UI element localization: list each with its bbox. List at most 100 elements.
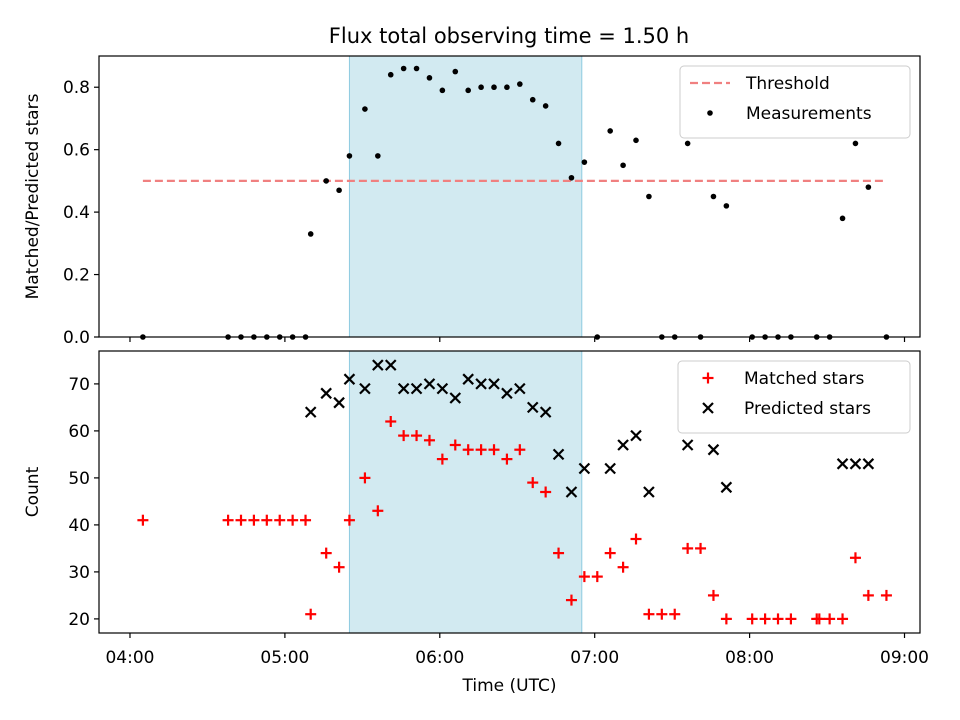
data-point bbox=[746, 613, 758, 625]
data-point bbox=[400, 65, 407, 72]
data-point bbox=[604, 462, 616, 475]
marker-stroke bbox=[501, 387, 513, 400]
data-point bbox=[346, 153, 353, 159]
legend-box bbox=[677, 360, 911, 434]
legend-swatch bbox=[702, 402, 714, 414]
marker-stroke bbox=[372, 359, 384, 371]
data-point bbox=[565, 594, 577, 606]
y-tick-label: 50 bbox=[68, 469, 90, 489]
data-point bbox=[333, 561, 345, 573]
y-tick-label: 0.0 bbox=[63, 328, 90, 348]
legend-box bbox=[679, 65, 911, 139]
legend-label: Predicted stars bbox=[744, 399, 871, 419]
data-point bbox=[785, 613, 797, 625]
data-point bbox=[517, 81, 523, 87]
top-panel: 0.0 0.2 0.4 0.6 0.8 Matched/Predicted stars Th… bbox=[23, 55, 921, 348]
data-point bbox=[323, 178, 329, 184]
data-point bbox=[643, 608, 655, 620]
legend-label: Measurements bbox=[746, 104, 872, 124]
data-point bbox=[307, 231, 314, 237]
data-point bbox=[539, 406, 552, 418]
data-point bbox=[137, 514, 149, 526]
data-point bbox=[813, 613, 825, 625]
y-tick-label: 0.6 bbox=[63, 141, 90, 161]
marker-stroke bbox=[849, 458, 862, 470]
marker-stroke bbox=[630, 429, 642, 442]
data-point bbox=[862, 458, 875, 470]
legend-entry: Measurements bbox=[707, 104, 872, 124]
data-point bbox=[514, 444, 526, 456]
data-point bbox=[633, 137, 639, 144]
data-point bbox=[824, 613, 836, 625]
marker-stroke bbox=[343, 373, 356, 385]
marker-stroke bbox=[720, 481, 733, 494]
data-point bbox=[235, 514, 247, 526]
data-point bbox=[452, 68, 459, 75]
marker-stroke bbox=[475, 378, 487, 390]
x-tick-label: 05:00 bbox=[260, 648, 309, 668]
data-point bbox=[359, 472, 371, 484]
y-tick-label: 20 bbox=[68, 610, 90, 630]
data-point bbox=[578, 462, 591, 475]
marker-stroke bbox=[707, 443, 720, 456]
marker-stroke bbox=[643, 486, 655, 498]
data-point bbox=[385, 416, 397, 427]
data-point bbox=[681, 439, 694, 451]
data-point bbox=[436, 382, 449, 395]
data-point bbox=[449, 439, 461, 451]
data-point bbox=[478, 84, 484, 91]
data-point bbox=[300, 514, 312, 526]
data-point bbox=[462, 373, 474, 385]
data-point bbox=[372, 505, 384, 517]
data-point bbox=[849, 458, 862, 470]
data-point bbox=[384, 359, 397, 371]
data-point bbox=[413, 65, 420, 72]
y-tick-label: 60 bbox=[68, 422, 90, 442]
data-point bbox=[529, 96, 536, 103]
data-point bbox=[320, 387, 332, 400]
marker-stroke bbox=[702, 402, 714, 414]
series-predicted-stars bbox=[304, 359, 875, 498]
data-point bbox=[343, 514, 355, 526]
data-point bbox=[387, 71, 394, 78]
y-axis-label: Count bbox=[23, 466, 43, 517]
marker-stroke bbox=[304, 406, 317, 418]
data-point bbox=[710, 193, 717, 200]
data-point bbox=[375, 153, 381, 159]
axes-frame bbox=[98, 350, 921, 634]
legend: Threshold Measurements bbox=[679, 65, 911, 139]
data-point bbox=[695, 542, 707, 554]
data-point bbox=[578, 571, 590, 583]
data-point bbox=[852, 140, 859, 147]
data-point bbox=[591, 571, 603, 583]
data-point bbox=[514, 382, 526, 395]
x-tick-label: 08:00 bbox=[725, 648, 774, 668]
data-point bbox=[759, 613, 771, 625]
data-point bbox=[488, 378, 500, 390]
y-tick-label: 0.2 bbox=[63, 266, 90, 286]
data-point bbox=[248, 514, 260, 526]
marker-stroke bbox=[617, 439, 629, 451]
data-point bbox=[304, 406, 317, 418]
data-point bbox=[398, 430, 410, 442]
data-point bbox=[837, 613, 849, 625]
data-point bbox=[287, 514, 299, 526]
legend-swatch bbox=[707, 110, 713, 116]
data-point bbox=[436, 453, 448, 465]
series-matched-stars bbox=[137, 416, 892, 625]
marker-stroke bbox=[333, 396, 345, 409]
data-point bbox=[646, 193, 652, 200]
data-point bbox=[462, 444, 474, 456]
data-point bbox=[839, 215, 846, 222]
data-point bbox=[865, 184, 872, 190]
data-point bbox=[553, 547, 565, 559]
data-point bbox=[397, 382, 410, 395]
marker-stroke bbox=[578, 462, 591, 475]
data-point bbox=[720, 481, 733, 494]
marker-stroke bbox=[436, 382, 449, 395]
data-point bbox=[707, 589, 719, 601]
y-tick-label: 40 bbox=[68, 516, 90, 536]
y-tick-label: 70 bbox=[68, 375, 90, 395]
data-point bbox=[604, 547, 616, 559]
